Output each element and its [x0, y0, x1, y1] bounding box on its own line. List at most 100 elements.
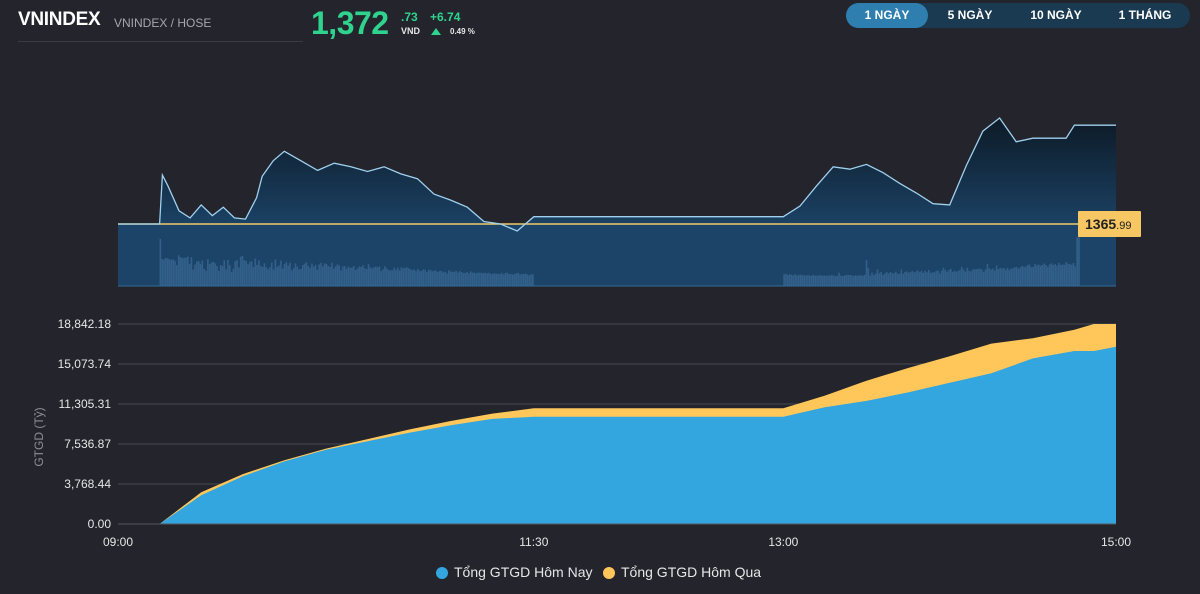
volume-bar — [342, 266, 344, 286]
volume-bar — [448, 270, 450, 286]
volume-bar — [471, 272, 474, 286]
volume-bar — [918, 272, 921, 286]
volume-bar — [179, 257, 182, 286]
volume-bar — [845, 274, 848, 286]
volume-bar — [435, 270, 437, 286]
volume-bar — [261, 267, 264, 286]
volume-bar — [834, 276, 837, 286]
volume-bar — [234, 261, 237, 286]
volume-bar — [188, 263, 191, 286]
volume-bar — [314, 264, 317, 286]
tab-1-day[interactable]: 1 NGÀY — [846, 3, 928, 28]
volume-bar — [838, 272, 840, 286]
volume-bar — [259, 265, 262, 286]
volume-bar — [451, 271, 454, 286]
volume-bar — [862, 275, 864, 286]
volume-bar — [166, 258, 169, 286]
volume-bar — [205, 270, 207, 286]
volume-bar — [519, 274, 521, 286]
volume-bar — [186, 256, 189, 286]
volume-bar — [458, 271, 461, 286]
volume-bar — [309, 267, 311, 286]
volume-bar — [283, 264, 286, 286]
volume-bar — [263, 263, 266, 286]
volume-bar — [380, 271, 383, 286]
volume-bar — [376, 267, 379, 286]
volume-bar — [858, 275, 861, 286]
tab-10-days[interactable]: 10 NGÀY — [1030, 8, 1082, 22]
volume-bar — [1030, 267, 1033, 286]
volume-bar — [909, 272, 912, 286]
volume-bar — [269, 267, 271, 286]
volume-bar — [351, 267, 353, 286]
volume-bar — [935, 271, 937, 286]
volume-bar — [322, 266, 324, 286]
volume-bar — [241, 256, 244, 286]
volume-bar — [396, 267, 399, 286]
volume-bar — [305, 262, 308, 286]
volume-bar — [962, 269, 965, 286]
volume-bar — [243, 260, 246, 286]
volume-bar — [906, 271, 908, 286]
volume-bar — [860, 275, 862, 286]
volume-bar — [500, 272, 503, 286]
volume-bar — [843, 275, 846, 286]
volume-bar — [438, 270, 441, 286]
volume-bar — [453, 271, 456, 286]
volume-bar — [1054, 264, 1056, 286]
volume-bar — [416, 268, 419, 286]
volume-bar — [196, 261, 198, 286]
volume-bar — [526, 274, 529, 286]
volume-bar — [990, 269, 992, 286]
volume-bar — [929, 272, 932, 286]
volume-bar — [427, 269, 430, 286]
volume-bar — [442, 272, 445, 286]
volume-bar — [216, 265, 218, 286]
volume-bar — [354, 269, 357, 286]
volume-bar — [984, 269, 987, 286]
volume-bar — [1006, 267, 1009, 286]
volume-bar — [232, 268, 235, 286]
volume-bar — [385, 268, 388, 286]
volume-bar — [214, 263, 216, 286]
volume-bar — [829, 275, 831, 286]
volume-bar — [968, 270, 970, 286]
volume-bar — [256, 264, 258, 286]
volume-bar — [371, 268, 373, 286]
volume-bar — [207, 259, 209, 286]
volume-bar — [830, 275, 833, 286]
volume-bar — [970, 271, 972, 286]
volume-bar — [265, 267, 268, 286]
volume-bar — [340, 270, 342, 286]
volume-bar — [977, 268, 980, 286]
volume-bar — [334, 266, 337, 286]
volume-bar — [876, 269, 879, 286]
volume-bar — [358, 266, 361, 286]
volume-bar — [957, 271, 959, 286]
volume-bar — [1019, 267, 1022, 286]
volume-bar — [524, 273, 527, 286]
volume-bar — [953, 270, 956, 286]
volume-bar — [296, 266, 299, 286]
volume-bar — [353, 266, 355, 286]
volume-bar — [490, 273, 492, 286]
volume-bar — [513, 274, 516, 286]
volume-bar — [887, 273, 890, 286]
x-tick-label: 09:00 — [103, 535, 133, 549]
y-tick-label: 18,842.18 — [58, 317, 112, 331]
tab-5-days[interactable]: 5 NGÀY — [947, 8, 993, 22]
volume-bar — [325, 264, 328, 286]
reference-price-tag: 1365.99 — [1078, 211, 1141, 237]
volume-bar — [975, 269, 978, 286]
volume-bar — [787, 275, 789, 286]
volume-bar — [292, 268, 295, 286]
volume-bars — [159, 226, 1080, 286]
volume-bar — [484, 272, 487, 286]
volume-bar — [477, 272, 479, 286]
tab-1-month[interactable]: 1 THÁNG — [1118, 8, 1172, 22]
volume-bar — [882, 274, 884, 286]
volume-bar — [161, 259, 164, 286]
up-arrow-icon — [431, 28, 441, 35]
volume-bar — [521, 273, 523, 286]
volume-bar — [931, 272, 934, 286]
